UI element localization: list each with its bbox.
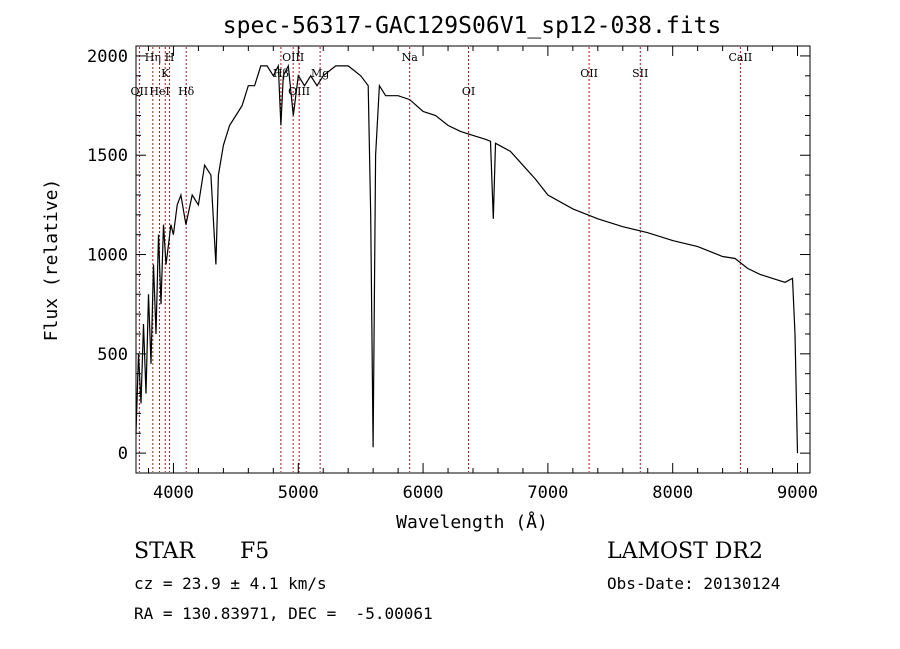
x-axis: 4000 5000 6000 7000 8000 9000 xyxy=(147,46,818,503)
line-marker-label: OI xyxy=(462,85,475,98)
redshift-text: cz = 23.9 ± 4.1 km/s xyxy=(134,574,327,593)
line-marker-label: OIII xyxy=(282,51,304,64)
line-marker-label: Na xyxy=(402,51,419,64)
line-marker-label: OIII xyxy=(288,85,310,98)
chart-title: spec-56317-GAC129S06V1_sp12-038.fits xyxy=(223,13,722,39)
survey-name: LAMOST DR2 xyxy=(607,539,763,564)
x-tick-label: 6000 xyxy=(403,483,444,503)
line-marker-label: HeI xyxy=(149,85,169,98)
series-layer xyxy=(135,63,799,454)
line-marker-label: H xyxy=(165,51,175,64)
x-tick-label: 4000 xyxy=(153,483,194,503)
y-axis: 0 500 1000 1500 2000 xyxy=(87,47,810,474)
x-axis-label: Wavelength (Å) xyxy=(396,511,548,533)
line-marker-label: OII xyxy=(131,85,149,98)
x-tick-label: 9000 xyxy=(777,483,818,503)
line-marker-label: SII xyxy=(632,67,648,80)
y-tick-label: 1000 xyxy=(87,246,128,266)
x-tick-label: 5000 xyxy=(278,483,319,503)
line-marker-label: Hδ xyxy=(178,85,195,98)
y-tick-label: 2000 xyxy=(87,47,128,67)
plot-frame xyxy=(135,45,811,474)
line-marker-label: CaII xyxy=(729,51,753,64)
line-marker-label: OII xyxy=(580,67,598,80)
object-class: STAR xyxy=(134,539,195,564)
line-marker-label: K xyxy=(161,67,170,80)
line-marker-label: Hη xyxy=(145,51,161,64)
y-axis-label: Flux (relative) xyxy=(41,179,62,342)
spectrum-line xyxy=(135,63,799,454)
y-tick-label: 1500 xyxy=(87,146,128,166)
y-tick-label: 500 xyxy=(97,345,128,365)
radec-text: RA = 130.83971, DEC = -5.00061 xyxy=(134,604,433,623)
obs-date-text: Obs-Date: 20130124 xyxy=(607,574,781,593)
line-marker-label: Hβ xyxy=(273,67,289,80)
x-tick-label: 7000 xyxy=(527,483,568,503)
y-tick-label: 0 xyxy=(118,444,128,464)
x-tick-label: 8000 xyxy=(652,483,693,503)
object-subclass: F5 xyxy=(240,539,270,564)
line-marker-label: Mg xyxy=(311,67,329,80)
